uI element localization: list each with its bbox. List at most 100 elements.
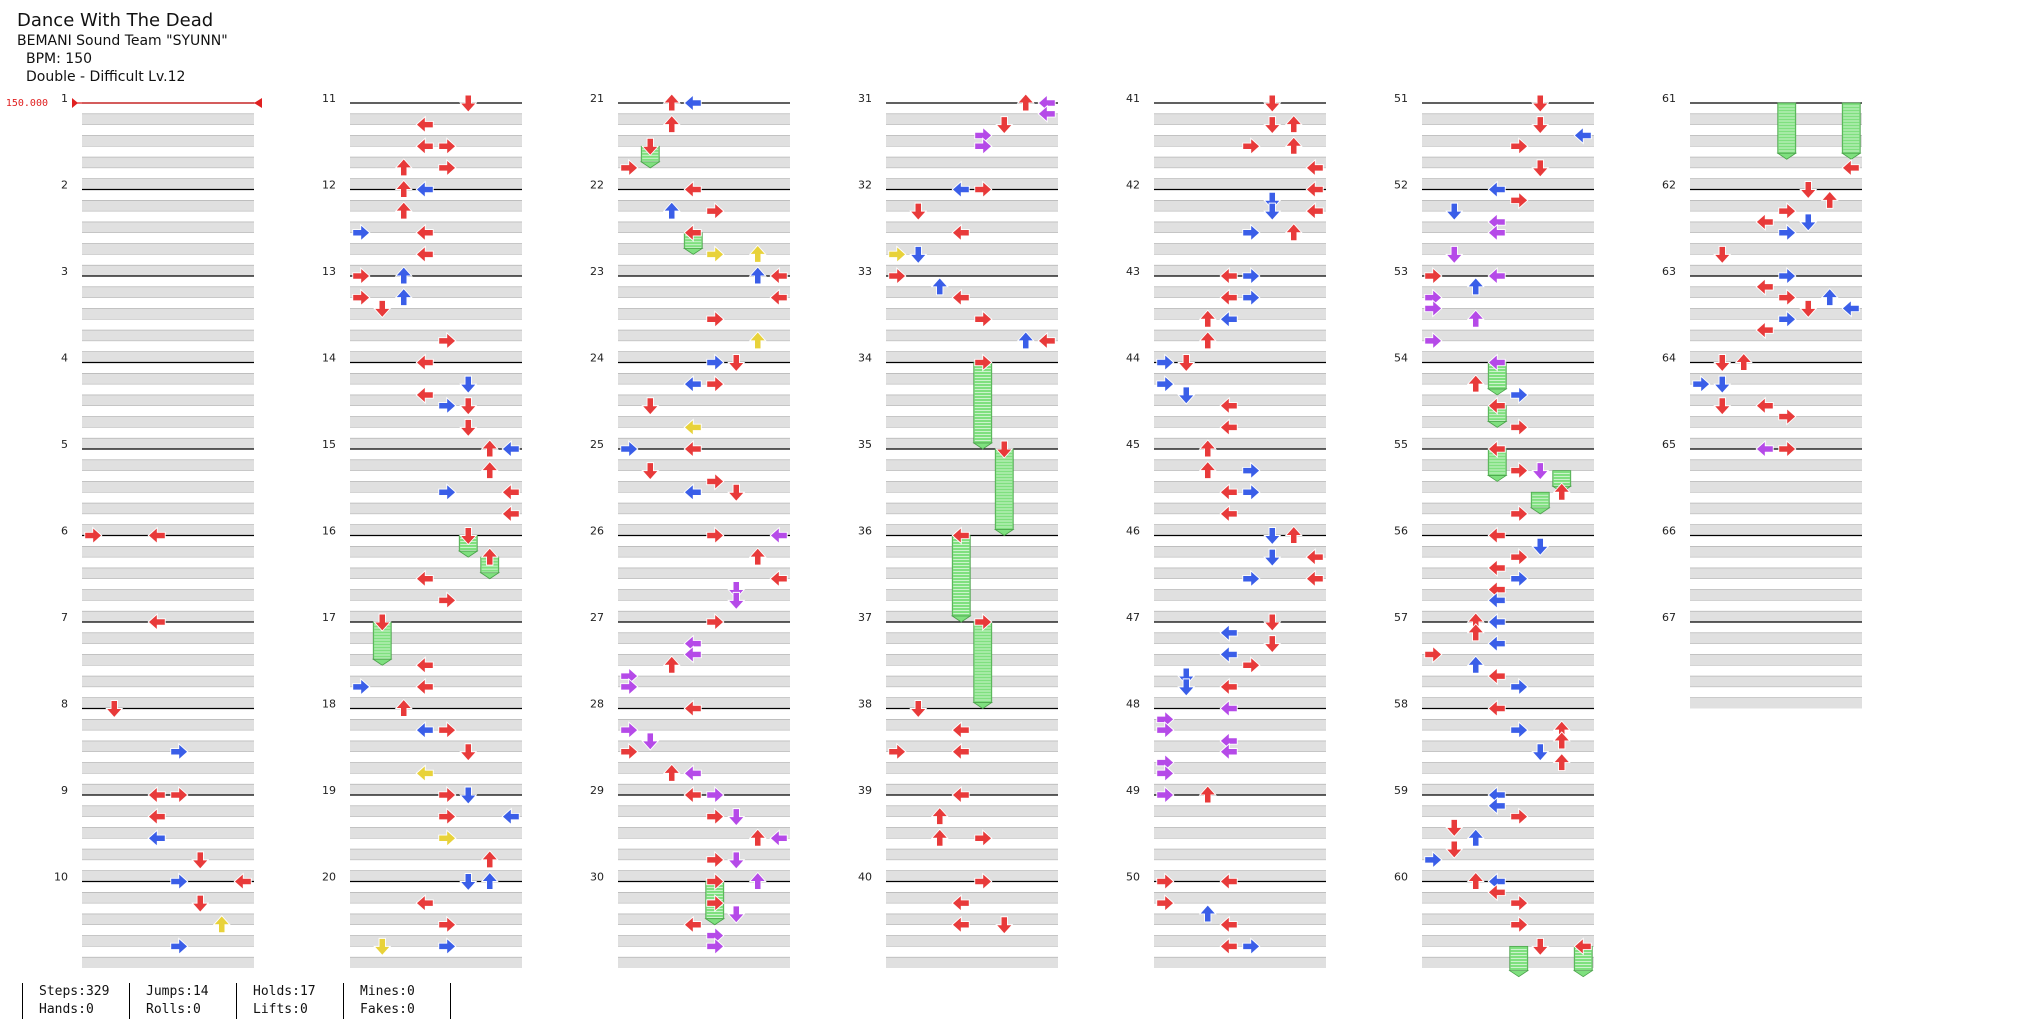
beat-row-shade [1422,784,1594,795]
left-arrow-icon [1778,223,1797,242]
left-arrow-icon [438,331,457,350]
hold-note [1486,362,1508,396]
down-arrow-icon [727,581,746,600]
measure-53: 53 [1394,265,1594,363]
hold-tail [1840,152,1862,160]
measure-number: 46 [1126,525,1140,538]
measure-number: 36 [858,525,872,538]
arrow-shape [1692,375,1711,394]
beat-row-shade [886,589,1058,601]
arrow-shape [1799,299,1818,319]
beat-row-shade [82,892,254,904]
arrow-shape [974,829,993,848]
hold-body [1841,102,1861,154]
arrow-shape [1778,407,1797,426]
arrow-shape [459,94,478,113]
measure-number: 52 [1394,179,1408,192]
arrow-shape [438,396,457,415]
beat-row-shade [886,654,1058,666]
arrow-shape [974,872,993,891]
right-arrow-icon [1219,872,1238,891]
arrow-shape [706,937,725,956]
right-arrow-icon [1037,104,1056,123]
arrow-shape [641,137,660,156]
beat-row-shade [1154,221,1326,233]
hold-tail [1776,152,1798,160]
right-arrow-icon [951,223,970,242]
beat-row-shade [618,308,790,320]
arrow-shape [1487,883,1506,902]
beat-row-shade [1422,438,1594,449]
arrow-shape [706,472,725,491]
right-arrow-icon [951,894,970,913]
arrow-shape [1487,180,1506,199]
measure-number: 40 [858,871,872,884]
left-arrow-icon [706,894,725,913]
measure-number: 60 [1394,871,1408,884]
down-arrow-icon [1445,202,1464,221]
beat-row-shade [350,870,522,882]
hold-tail [682,247,704,255]
beat-row-shade [1154,157,1326,168]
left-arrow-icon [352,266,371,286]
right-arrow-icon [951,180,970,199]
beat-row-shade [1154,697,1326,709]
beat-row-shade [1154,892,1326,904]
right-arrow-icon [415,245,434,264]
hold-tail [1572,970,1594,978]
arrow-shape [662,114,681,134]
up-arrow-icon [1198,309,1217,328]
up-arrow-icon [394,201,413,220]
arrow-shape [1263,527,1282,546]
right-arrow-icon [1487,396,1506,415]
beat-row-shade [618,913,790,925]
arrow-shape [1242,656,1261,675]
beat-row-shade [82,373,254,385]
beat-row-shade [1154,589,1326,601]
beat-row-shade [350,589,522,601]
beat-row-shade [618,503,790,514]
measure-50: 50 [1126,871,1326,968]
beat-row-shade [1422,157,1594,168]
beat-row-shade [886,957,1058,968]
up-arrow-icon [394,266,413,285]
arrow-shape [683,645,702,664]
right-arrow-icon [683,764,702,783]
beat-row-shade [1690,676,1862,687]
beat-row-shade [886,373,1058,385]
measure-number: 6 [61,525,68,538]
arrow-shape [352,223,371,242]
beat-row-shade [618,265,790,276]
arrow-shape [930,277,949,296]
beat-row-shade [82,503,254,514]
right-arrow-icon [951,785,970,805]
measure-number: 4 [61,352,68,365]
left-arrow-icon [1510,137,1529,156]
right-arrow-icon [951,526,970,545]
arrow-shape [1219,699,1238,718]
beat-row-shade [1422,135,1594,147]
stats-end-divider [450,983,451,1019]
left-arrow-icon [1242,288,1261,307]
right-arrow-icon [1219,310,1238,329]
song-title: Dance With The Dead [17,10,214,31]
hold-note [1840,102,1862,160]
hold-tail [1486,475,1508,482]
beat-row-shade [1422,546,1594,558]
beat-row-shade [886,805,1058,817]
measure-number: 59 [1394,784,1408,797]
beat-row-shade [1422,654,1594,666]
beat-row-shade [1422,892,1594,904]
arrow-shape [191,894,210,913]
down-arrow-icon [995,116,1014,135]
beat-row-shade [1422,762,1594,774]
arrow-shape [974,612,993,632]
left-arrow-icon [1510,504,1529,523]
arrow-shape [1510,721,1529,740]
left-arrow-icon [352,677,371,696]
beat-row-shade [82,740,254,752]
arrow-shape [1016,93,1035,112]
beat-row-shade [618,481,790,493]
up-arrow-icon [1198,460,1217,480]
beat-row-shade [1422,459,1594,471]
